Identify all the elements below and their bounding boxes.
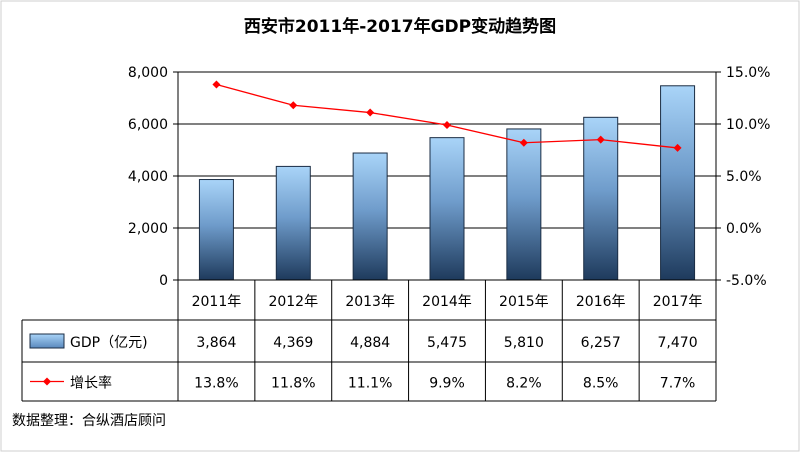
growth-value-2016年: 8.5%: [583, 376, 619, 392]
gdp-value-2015年: 5,810: [504, 335, 544, 351]
right-tick-label-4: 15.0%: [726, 65, 770, 81]
legend-marker-growth: [43, 377, 51, 386]
gdp-value-2017年: 7,470: [658, 335, 698, 351]
growth-point-2011年: [212, 80, 221, 89]
right-axis-ticks: -5.0% 0.0% 5.0% 10.0% 15.0%: [726, 65, 770, 289]
left-tick-label-2: 4,000: [128, 169, 168, 185]
category-label-2017年: 2017年: [653, 294, 703, 310]
gdp-value-2013年: 4,884: [350, 335, 390, 351]
category-label-2012年: 2012年: [268, 294, 318, 310]
bar-2017年: [660, 85, 696, 281]
left-tick-label-1: 2,000: [128, 221, 168, 237]
chart-title: 西安市2011年-2017年GDP变动趋势图: [244, 16, 556, 37]
growth-point-2017年: [673, 143, 682, 152]
bar-2014年: [429, 137, 465, 281]
growth-point-2014年: [443, 121, 451, 130]
right-tick-label-0: -5.0%: [726, 273, 767, 289]
category-label-2013年: 2013年: [345, 294, 395, 310]
source-note: 数据整理：合纵酒店顾问: [12, 413, 166, 429]
bar-2016年: [583, 116, 619, 281]
growth-value-2012年: 11.8%: [271, 376, 315, 392]
category-label-2011年: 2011年: [192, 294, 242, 310]
category-label-2014年: 2014年: [422, 294, 472, 310]
left-tick-label-4: 8,000: [128, 65, 168, 81]
gdp-value-2012年: 4,369: [273, 335, 313, 351]
left-tick-label-0: 0: [159, 273, 168, 289]
bar-2012年: [275, 165, 311, 281]
legend-label-growth: 增长率: [70, 375, 112, 392]
growth-value-2013年: 11.1%: [348, 376, 392, 392]
growth-value-2017年: 7.7%: [660, 376, 696, 392]
bar-2015年: [506, 128, 542, 281]
data-table: 2011年 2012年 2013年 2014年 2015年 2016年 2017年 GDP（亿…: [21, 279, 717, 402]
gdp-value-2014年: 5,475: [427, 335, 467, 351]
legend-label-gdp: GDP（亿元): [70, 335, 148, 351]
growth-value-2015年: 8.2%: [506, 376, 542, 392]
growth-point-2013年: [366, 108, 375, 117]
bar-2011年: [198, 179, 234, 281]
line-series-growth: [212, 80, 682, 152]
growth-point-2012年: [289, 101, 298, 110]
right-tick-label-2: 5.0%: [726, 169, 762, 185]
right-tick-label-3: 10.0%: [726, 117, 770, 133]
left-tick-label-3: 6,000: [128, 117, 168, 133]
left-axis-ticks: 0 2,000 4,000 6,000 8,000: [128, 65, 168, 289]
legend-swatch-gdp: [29, 333, 65, 349]
category-label-2016年: 2016年: [576, 294, 626, 310]
right-tick-label-1: 0.0%: [726, 221, 762, 237]
bar-2013年: [352, 152, 388, 281]
category-label-2015年: 2015年: [499, 294, 549, 310]
growth-point-2015年: [519, 138, 528, 147]
growth-point-2016年: [596, 135, 605, 144]
growth-value-2011年: 13.8%: [194, 376, 238, 392]
gdp-value-2016年: 6,257: [581, 335, 621, 351]
gdp-value-2011年: 3,864: [196, 335, 236, 351]
growth-value-2014年: 9.9%: [429, 376, 465, 392]
